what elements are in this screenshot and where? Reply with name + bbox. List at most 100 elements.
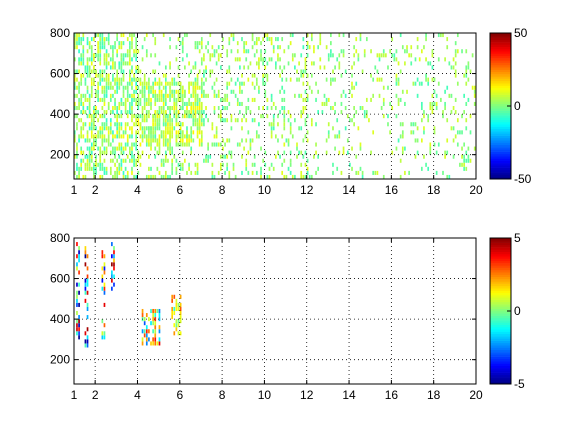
heatmap-cell [171, 77, 174, 82]
heatmap-cell [192, 85, 195, 90]
heatmap-cell [200, 41, 203, 46]
heatmap-cell [361, 170, 364, 175]
heatmap-cell [463, 166, 465, 171]
heatmap-cell [156, 93, 159, 98]
heatmap-cell [262, 106, 264, 111]
heatmap-cell [467, 61, 470, 66]
heatmap-cell [86, 134, 89, 139]
heatmap-cell [82, 93, 85, 98]
heatmap-cell [80, 57, 83, 62]
heatmap-cell [167, 122, 169, 127]
heatmap-cell [196, 77, 199, 82]
heatmap-cell [141, 150, 144, 155]
heatmap-cell [86, 49, 89, 54]
heatmap-cell [177, 319, 180, 324]
heatmap-cell [332, 106, 334, 111]
heatmap-cell [179, 93, 182, 98]
heatmap-cell [76, 282, 78, 287]
colorbar-segment [490, 147, 511, 150]
heatmap-cell [164, 150, 167, 155]
heatmap-cell [107, 142, 110, 147]
heatmap-cell [118, 61, 121, 66]
heatmap-cell [175, 57, 178, 62]
heatmap-cell [90, 146, 93, 151]
heatmap-cell [135, 130, 138, 135]
heatmap-cell [230, 77, 233, 82]
heatmap-cell [74, 93, 76, 98]
heatmap-cell [306, 33, 309, 38]
heatmap-cell [463, 73, 465, 78]
colorbar-segment [490, 133, 511, 136]
heatmap-cell [84, 343, 87, 348]
heatmap-cell [255, 77, 258, 82]
heatmap-cell [160, 162, 163, 167]
heatmap-cell [387, 114, 389, 119]
heatmap-cell [103, 146, 106, 151]
heatmap-cell [162, 174, 165, 179]
heatmap-cell [283, 110, 286, 115]
heatmap-cell [442, 33, 444, 38]
heatmap-cell [298, 77, 300, 82]
heatmap-cell [302, 73, 305, 78]
colorbar-segment [490, 87, 511, 91]
colorbar-segment [490, 313, 511, 316]
heatmap-cell [175, 138, 178, 143]
grid-lines [74, 33, 476, 179]
heatmap-cell [137, 118, 140, 123]
heatmap-cell [258, 122, 260, 127]
heatmap-cell [113, 274, 115, 279]
heatmap-cell [80, 134, 83, 139]
heatmap-cell [463, 154, 465, 159]
heatmap-cell [76, 142, 78, 147]
colorbar-segment [490, 377, 511, 380]
heatmap-cell [194, 45, 197, 50]
heatmap-cell [209, 73, 212, 78]
heatmap-cell [243, 65, 245, 70]
heatmap-cell [258, 85, 260, 90]
colorbar-segment [490, 80, 511, 84]
heatmap-cell [213, 110, 216, 115]
heatmap-cell [323, 93, 326, 98]
heatmap-cell [289, 158, 292, 163]
heatmap-cell [260, 114, 262, 119]
heatmap-cell [164, 158, 167, 163]
heatmap-cell [241, 73, 243, 78]
heatmap-cell [198, 118, 201, 123]
heatmap-cell [120, 53, 123, 58]
x-tick-label: 2 [92, 388, 99, 402]
heatmap-cell [109, 150, 112, 155]
heatmap-cell [281, 69, 284, 74]
heatmap-cell [84, 174, 87, 179]
heatmap-cell [154, 341, 157, 346]
heatmap-cell [78, 41, 80, 46]
heatmap-cell [327, 53, 330, 58]
heatmap-cell [289, 77, 292, 82]
heatmap-cell [103, 69, 106, 74]
heatmap-cell [86, 158, 89, 163]
heatmap-cell [164, 122, 167, 127]
heatmap-cell [95, 134, 97, 139]
heatmap-cell [427, 61, 430, 66]
heatmap-cell [230, 150, 233, 155]
colorbar-segment [490, 108, 511, 111]
heatmap-cell [88, 101, 91, 106]
heatmap-cell [145, 81, 148, 86]
heatmap-cell [327, 134, 330, 139]
heatmap-cell [84, 65, 87, 70]
heatmap-cell [200, 89, 203, 94]
heatmap-cell [304, 162, 307, 167]
heatmap-cell [78, 101, 80, 106]
heatmap-cell [304, 174, 307, 179]
heatmap-cell [268, 37, 271, 42]
heatmap-cell [190, 93, 193, 98]
heatmap-cell [203, 73, 205, 78]
heatmap-cell [150, 174, 152, 179]
heatmap-cell [452, 154, 455, 159]
heatmap-cell [86, 97, 89, 102]
heatmap-cell [173, 154, 176, 159]
heatmap-cell [145, 138, 148, 143]
heatmap-cell [325, 138, 328, 143]
heatmap-cell [330, 49, 332, 54]
heatmap-cell [192, 106, 195, 111]
y-tick-label: 600 [50, 67, 70, 81]
